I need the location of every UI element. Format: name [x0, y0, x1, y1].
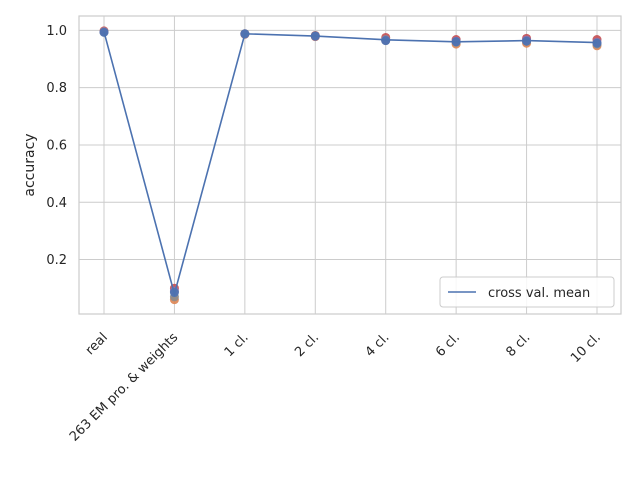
series-line-mean [103, 31, 598, 297]
y-axis-title: accuracy [22, 133, 38, 196]
legend: cross val. mean [439, 276, 615, 308]
y-tick-label: 0.8 [46, 81, 67, 96]
legend-label: cross val. mean [488, 286, 590, 301]
y-tick-labels: 0.2 0.4 0.6 0.8 1.0 [46, 24, 67, 268]
y-tick-label: 0.2 [46, 253, 67, 268]
series-lines [103, 31, 598, 297]
fold-point [592, 38, 602, 48]
y-tick-label: 0.4 [46, 196, 67, 211]
fold-point [381, 36, 391, 46]
plot-frame [78, 15, 622, 315]
legend-box [439, 276, 615, 308]
fold-points [99, 26, 602, 305]
grid-lines [79, 16, 621, 314]
y-tick-label: 1.0 [46, 24, 67, 39]
y-tick-label: 0.6 [46, 138, 67, 153]
